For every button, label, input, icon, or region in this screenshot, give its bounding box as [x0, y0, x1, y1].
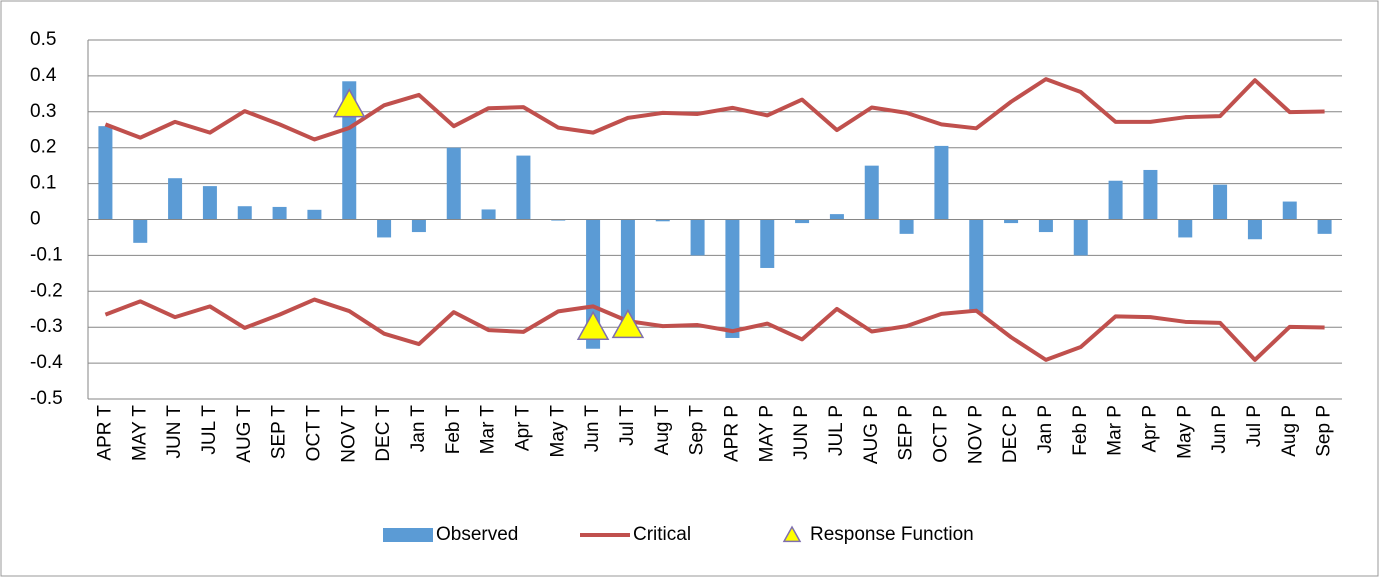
bar — [411, 219, 426, 233]
y-tick-label: -0.2 — [30, 280, 63, 301]
x-tick-label: Jan P — [1035, 405, 1056, 454]
y-tick-label: 0.1 — [30, 173, 56, 194]
x-tick-label: Jul T — [617, 405, 638, 446]
bar — [377, 219, 392, 238]
bar — [795, 219, 810, 224]
bar — [133, 219, 148, 243]
x-tick-label: JUN T — [164, 405, 185, 459]
bar — [586, 219, 601, 349]
x-tick-label: May T — [547, 405, 568, 458]
x-tick-label: Mar T — [478, 405, 499, 455]
y-tick-label: 0.5 — [30, 29, 56, 50]
legend-swatch — [782, 525, 802, 543]
bar — [1213, 184, 1228, 220]
x-tick-label: OCT T — [303, 405, 324, 462]
x-tick-label: Feb P — [1070, 405, 1091, 456]
x-tick-label: JUN P — [791, 405, 812, 460]
bar — [620, 219, 635, 328]
x-tick-label: Jun P — [1209, 405, 1230, 454]
bar — [655, 219, 670, 222]
y-tick-label: 0.2 — [30, 137, 56, 158]
x-tick-label: OCT P — [930, 405, 951, 463]
x-tick-label: AUG T — [234, 405, 255, 463]
bar — [1108, 180, 1123, 220]
bar — [969, 219, 984, 313]
marker — [611, 308, 645, 339]
bar — [1317, 219, 1332, 234]
marker — [576, 310, 610, 340]
bar — [1073, 219, 1088, 256]
bar — [760, 219, 775, 268]
bar — [1004, 219, 1019, 224]
y-tick-label: -0.4 — [30, 352, 63, 373]
x-tick-label: May P — [1174, 405, 1195, 459]
legend-label: Observed — [436, 524, 518, 545]
x-tick-label: DEC P — [1000, 405, 1021, 463]
x-tick-label: Aug T — [652, 405, 673, 456]
bar — [725, 219, 740, 338]
critical-line — [104, 297, 1325, 362]
marker — [332, 88, 366, 118]
y-tick-label: -0.1 — [30, 244, 63, 265]
y-tick-label: 0.3 — [30, 101, 56, 122]
critical-line — [104, 77, 1325, 142]
x-tick-label: SEP T — [269, 405, 290, 460]
x-tick-label: NOV T — [338, 405, 359, 463]
x-tick-label: Jan T — [408, 405, 429, 453]
x-tick-label: AUG P — [861, 405, 882, 464]
bar — [1038, 219, 1053, 233]
bar — [237, 206, 252, 220]
bar — [446, 147, 461, 220]
x-tick-label: MAY P — [756, 405, 777, 462]
bar — [307, 209, 322, 220]
x-tick-label: Jul P — [1244, 405, 1265, 447]
y-tick-label: 0 — [30, 209, 41, 230]
legend-swatch — [383, 528, 433, 542]
bar — [272, 206, 287, 220]
bar — [1247, 219, 1262, 240]
bar — [899, 219, 914, 234]
y-tick-label: 0.4 — [30, 65, 57, 86]
x-tick-label: Apr T — [512, 405, 533, 452]
x-tick-label: Sep T — [687, 405, 708, 456]
x-tick-label: Apr P — [1139, 405, 1160, 453]
x-tick-label: JUL T — [199, 405, 220, 455]
legend-label: Response Function — [810, 524, 974, 545]
bar — [1178, 219, 1193, 238]
x-tick-label: Mar P — [1105, 405, 1126, 456]
y-tick-label: -0.3 — [30, 316, 63, 337]
bar — [1143, 169, 1158, 220]
x-tick-label: SEP P — [896, 405, 917, 461]
x-tick-label: Feb T — [443, 405, 464, 455]
x-tick-label: NOV P — [965, 405, 986, 464]
bar — [481, 209, 496, 220]
bar — [551, 219, 566, 221]
bar — [1282, 201, 1297, 220]
x-tick-label: APR P — [721, 405, 742, 462]
y-tick-label: -0.5 — [30, 388, 63, 409]
legend-label: Critical — [633, 524, 691, 545]
bar — [690, 219, 705, 256]
bar — [829, 214, 844, 220]
x-tick-label: Jun T — [582, 405, 603, 453]
x-tick-label: JUL P — [826, 405, 847, 456]
x-tick-label: Sep P — [1314, 405, 1335, 457]
bar — [168, 178, 183, 220]
bar — [516, 155, 531, 220]
bar — [864, 165, 879, 220]
x-tick-label: APR T — [94, 405, 115, 461]
bar — [934, 145, 949, 220]
x-tick-label: MAY T — [129, 405, 150, 461]
x-tick-label: Aug P — [1279, 405, 1300, 457]
bar — [202, 186, 217, 220]
x-tick-label: DEC T — [373, 405, 394, 462]
bar — [98, 126, 113, 220]
